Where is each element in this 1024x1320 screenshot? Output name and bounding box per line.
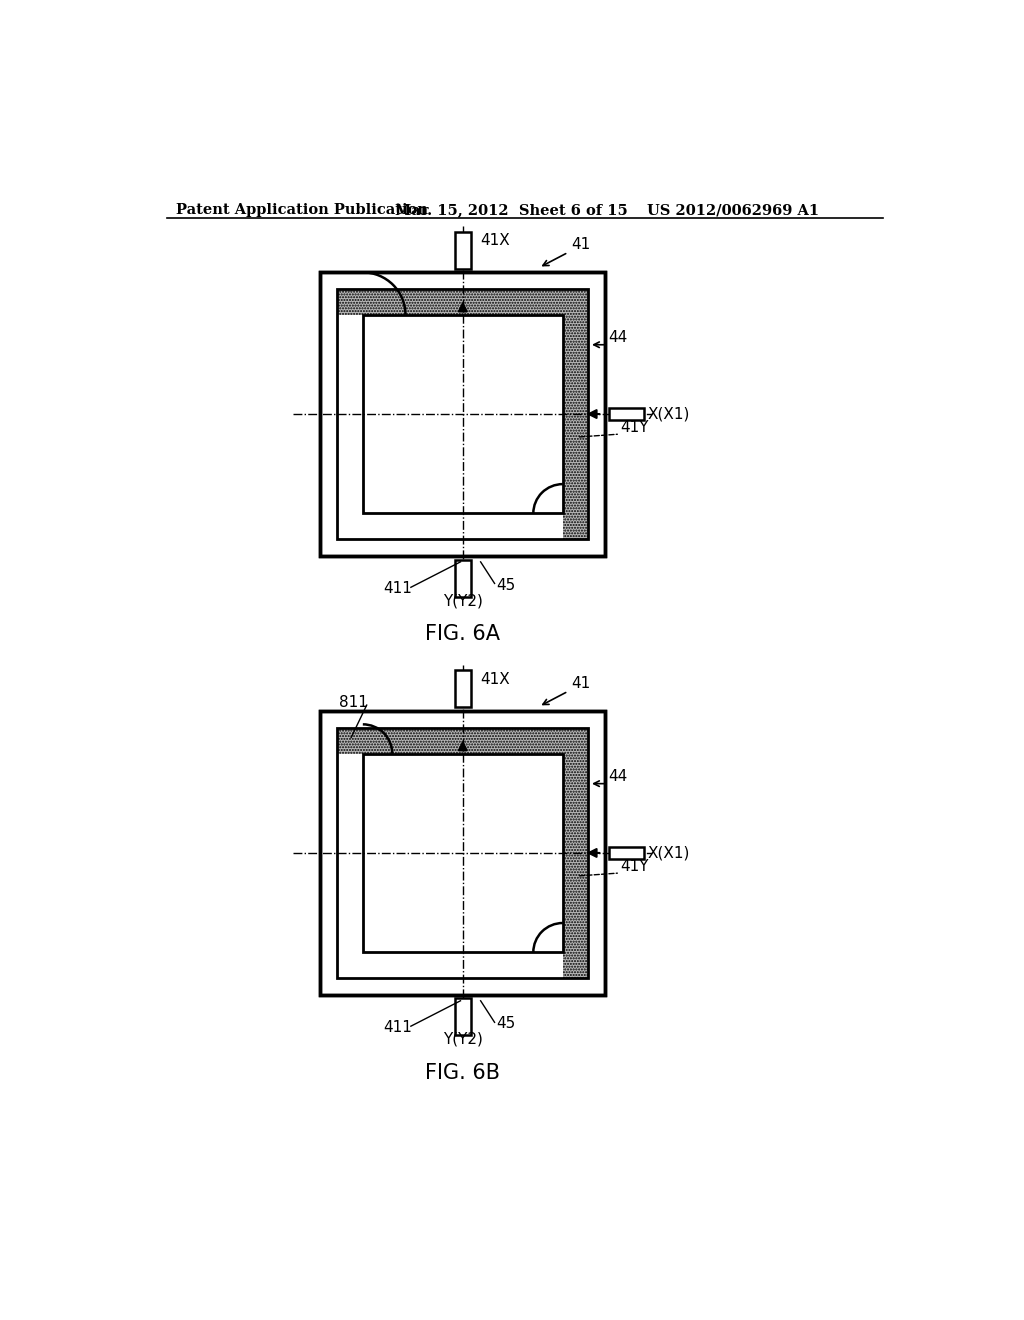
Text: 811: 811 — [339, 694, 368, 710]
Text: 44: 44 — [608, 768, 628, 784]
Text: Mar. 15, 2012  Sheet 6 of 15: Mar. 15, 2012 Sheet 6 of 15 — [395, 203, 628, 216]
Bar — [321, 272, 605, 556]
Text: 41Y: 41Y — [621, 420, 648, 434]
Text: US 2012/0062969 A1: US 2012/0062969 A1 — [647, 203, 819, 216]
Text: 41: 41 — [571, 676, 591, 692]
Text: Patent Application Publication: Patent Application Publication — [176, 203, 428, 216]
Bar — [455, 998, 471, 1035]
Text: Y(Y2): Y(Y2) — [442, 593, 482, 609]
Text: FIG. 6A: FIG. 6A — [425, 623, 501, 644]
Bar — [609, 847, 644, 859]
Bar — [321, 711, 605, 995]
Bar — [337, 729, 589, 978]
Text: FIG. 6B: FIG. 6B — [425, 1063, 501, 1082]
Bar — [455, 560, 471, 597]
Bar — [337, 729, 589, 754]
Text: 45: 45 — [496, 1016, 515, 1031]
Bar — [362, 314, 563, 513]
Text: 411: 411 — [384, 1020, 413, 1035]
Text: 41: 41 — [571, 238, 591, 252]
Text: 41X: 41X — [480, 232, 510, 248]
Bar — [362, 754, 563, 952]
Text: 44: 44 — [608, 330, 628, 345]
Text: 411: 411 — [384, 581, 413, 597]
Text: X(X1): X(X1) — [648, 407, 690, 421]
Bar — [455, 231, 471, 268]
Text: 41Y: 41Y — [621, 858, 648, 874]
Bar — [455, 671, 471, 708]
Text: 41X: 41X — [480, 672, 510, 686]
Bar — [337, 289, 589, 539]
Bar — [321, 711, 605, 995]
Bar — [321, 272, 605, 556]
Text: 45: 45 — [496, 578, 515, 593]
Bar — [563, 314, 589, 539]
Text: X(X1): X(X1) — [648, 846, 690, 861]
Bar — [609, 408, 644, 420]
Bar — [337, 289, 589, 314]
Text: Y(Y2): Y(Y2) — [442, 1032, 482, 1047]
Bar — [563, 754, 589, 978]
